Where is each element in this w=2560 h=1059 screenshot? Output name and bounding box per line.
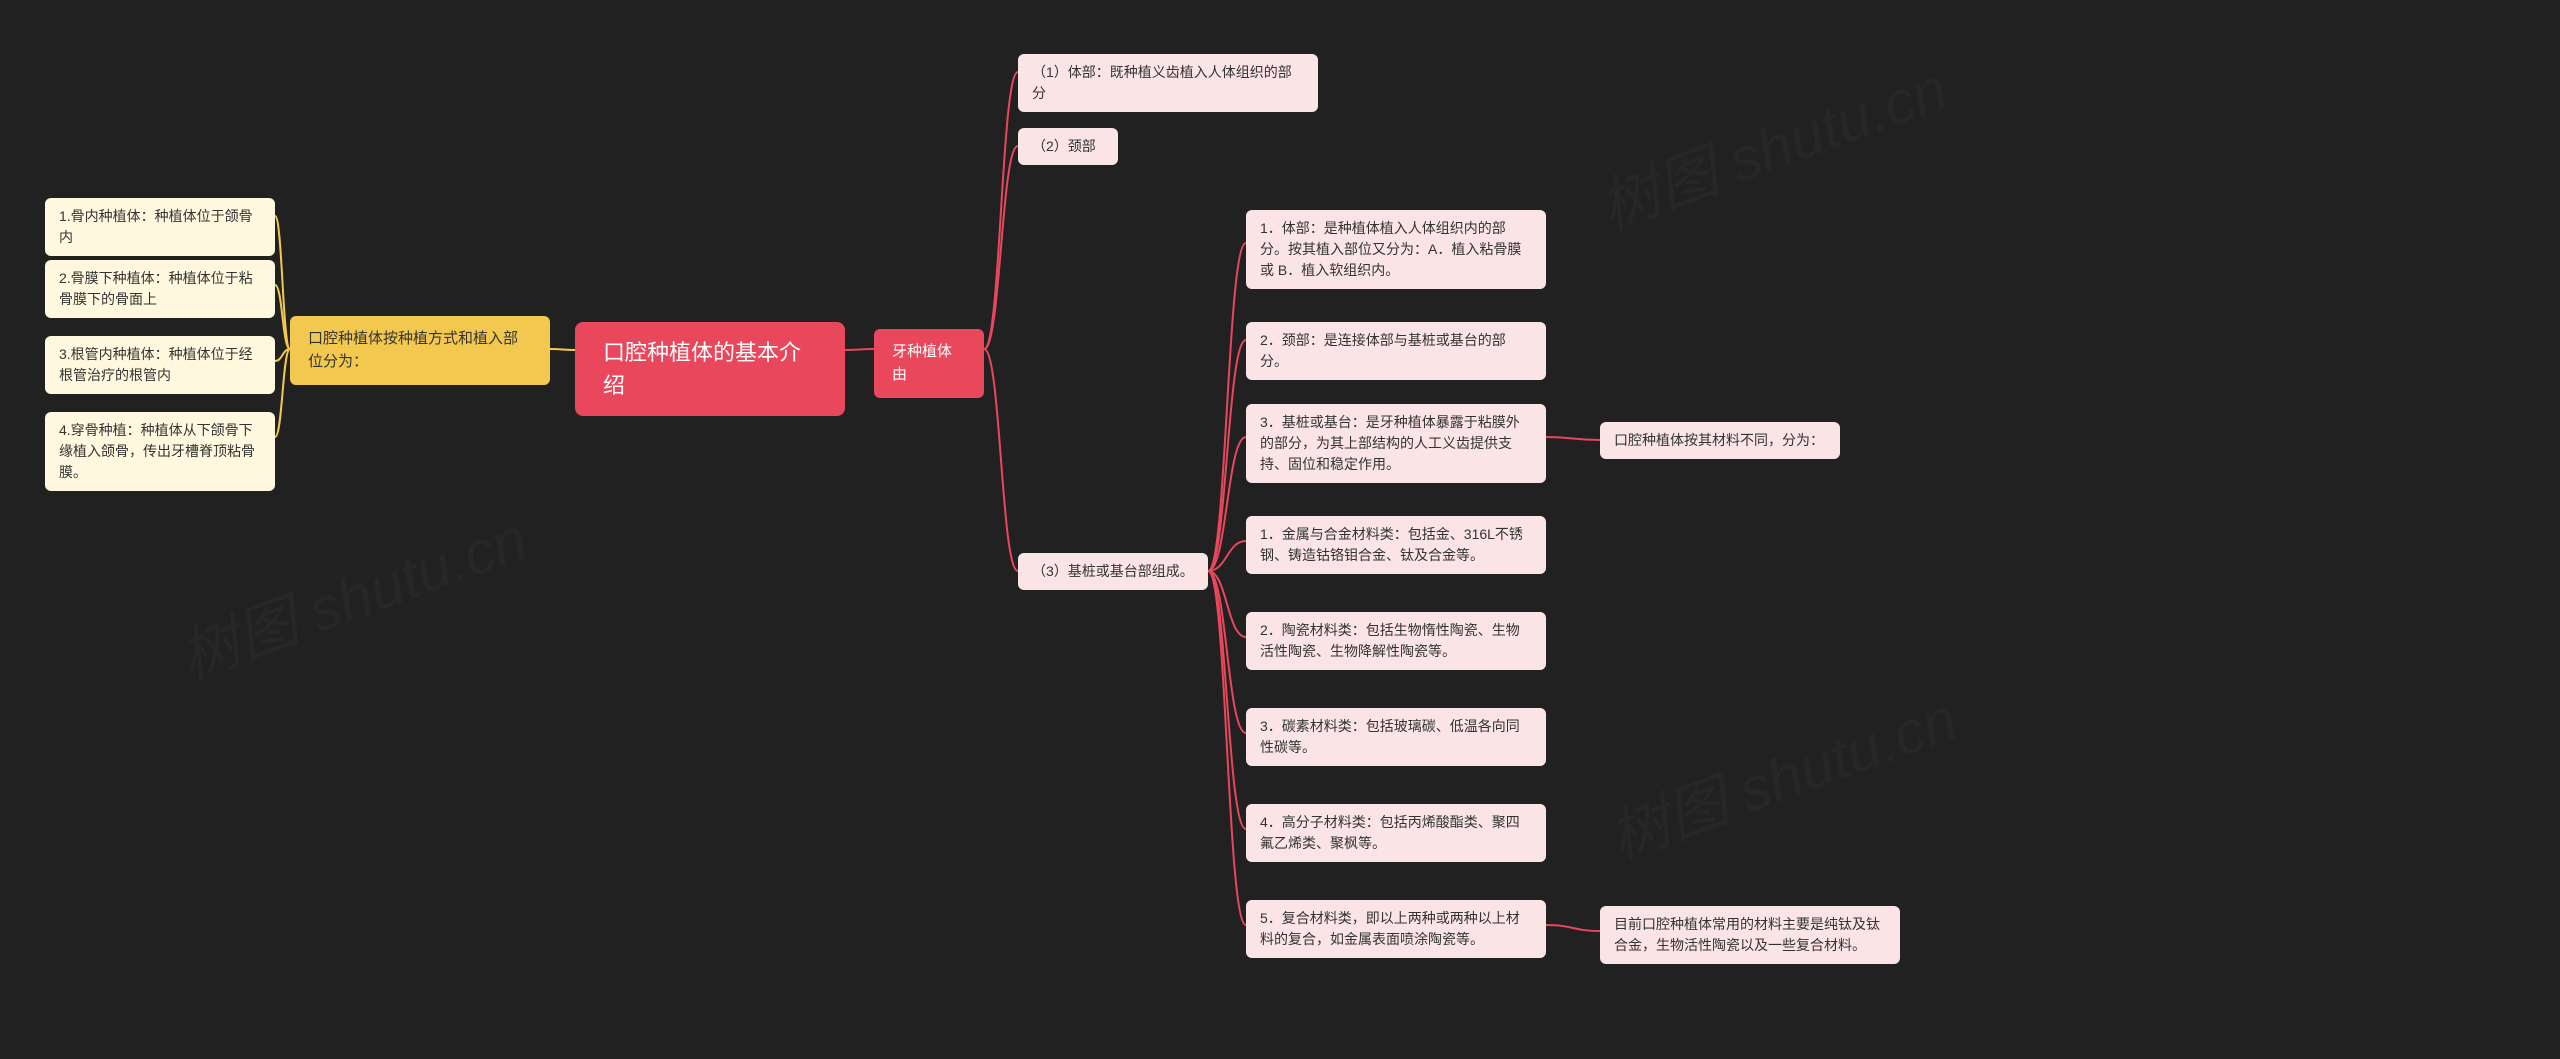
watermark: 树图 shutu.cn (1596, 670, 1967, 876)
watermark: 树图 shutu.cn (1586, 40, 1957, 246)
sec3-child-3: 3．基桩或基台：是牙种植体暴露于粘膜外的部分，为其上部结构的人工义齿提供支持、固… (1246, 404, 1546, 483)
right-branch-label: 牙种植体由 (892, 341, 966, 386)
section-label: （1）体部：既种植义齿植入人体组织的部分 (1032, 62, 1304, 104)
child-label: 3．碳素材料类：包括玻璃碳、低温各向同性碳等。 (1260, 716, 1532, 758)
left-leaf-1: 1.骨内种植体：种植体位于颌骨内 (45, 198, 275, 256)
sec3-child-7: 4．高分子材料类：包括丙烯酸酯类、聚四氟乙烯类、聚枫等。 (1246, 804, 1546, 862)
section-label: （3）基桩或基台部组成。 (1032, 561, 1194, 582)
section-1: （1）体部：既种植义齿植入人体组织的部分 (1018, 54, 1318, 112)
sec3-child-5: 2．陶瓷材料类：包括生物惰性陶瓷、生物活性陶瓷、生物降解性陶瓷等。 (1246, 612, 1546, 670)
child-label: 4．高分子材料类：包括丙烯酸酯类、聚四氟乙烯类、聚枫等。 (1260, 812, 1532, 854)
left-branch-label: 口腔种植体按种植方式和植入部位分为： (308, 328, 532, 373)
root-node: 口腔种植体的基本介绍 (575, 322, 845, 416)
sec3-child-8: 5．复合材料类，即以上两种或两种以上材料的复合，如金属表面喷涂陶瓷等。 (1246, 900, 1546, 958)
sec3-child-2: 2．颈部：是连接体部与基桩或基台的部分。 (1246, 322, 1546, 380)
left-leaf-2: 2.骨膜下种植体：种植体位于粘骨膜下的骨面上 (45, 260, 275, 318)
left-leaf-label: 2.骨膜下种植体：种植体位于粘骨膜下的骨面上 (59, 268, 261, 310)
sec3-child-6: 3．碳素材料类：包括玻璃碳、低温各向同性碳等。 (1246, 708, 1546, 766)
section-3: （3）基桩或基台部组成。 (1018, 553, 1208, 590)
sec3-child-1: 1．体部：是种植体植入人体组织内的部分。按其植入部位又分为：A．植入粘骨膜或 B… (1246, 210, 1546, 289)
watermark: 树图 shutu.cn (166, 490, 537, 696)
child-label: 1．金属与合金材料类：包括金、316L不锈钢、铸造钴铬钼合金、钛及合金等。 (1260, 524, 1532, 566)
child-label: 2．颈部：是连接体部与基桩或基台的部分。 (1260, 330, 1532, 372)
root-label: 口腔种植体的基本介绍 (603, 336, 817, 402)
child-label: 2．陶瓷材料类：包括生物惰性陶瓷、生物活性陶瓷、生物降解性陶瓷等。 (1260, 620, 1532, 662)
left-leaf-label: 4.穿骨种植：种植体从下颌骨下缘植入颌骨，传出牙槽脊顶粘骨膜。 (59, 420, 261, 483)
extra-label: 目前口腔种植体常用的材料主要是纯钛及钛合金，生物活性陶瓷以及一些复合材料。 (1614, 914, 1886, 956)
left-leaf-label: 1.骨内种植体：种植体位于颌骨内 (59, 206, 261, 248)
right-branch: 牙种植体由 (874, 329, 984, 398)
section-label: （2）颈部 (1032, 136, 1096, 157)
left-leaf-4: 4.穿骨种植：种植体从下颌骨下缘植入颌骨，传出牙槽脊顶粘骨膜。 (45, 412, 275, 491)
left-branch: 口腔种植体按种植方式和植入部位分为： (290, 316, 550, 385)
left-leaf-label: 3.根管内种植体：种植体位于经根管治疗的根管内 (59, 344, 261, 386)
extra-2: 目前口腔种植体常用的材料主要是纯钛及钛合金，生物活性陶瓷以及一些复合材料。 (1600, 906, 1900, 964)
child-label: 1．体部：是种植体植入人体组织内的部分。按其植入部位又分为：A．植入粘骨膜或 B… (1260, 218, 1532, 281)
left-leaf-3: 3.根管内种植体：种植体位于经根管治疗的根管内 (45, 336, 275, 394)
sec3-child-4: 1．金属与合金材料类：包括金、316L不锈钢、铸造钴铬钼合金、钛及合金等。 (1246, 516, 1546, 574)
section-2: （2）颈部 (1018, 128, 1118, 165)
child-label: 5．复合材料类，即以上两种或两种以上材料的复合，如金属表面喷涂陶瓷等。 (1260, 908, 1532, 950)
extra-1: 口腔种植体按其材料不同，分为： (1600, 422, 1840, 459)
child-label: 3．基桩或基台：是牙种植体暴露于粘膜外的部分，为其上部结构的人工义齿提供支持、固… (1260, 412, 1532, 475)
extra-label: 口腔种植体按其材料不同，分为： (1614, 430, 1824, 451)
